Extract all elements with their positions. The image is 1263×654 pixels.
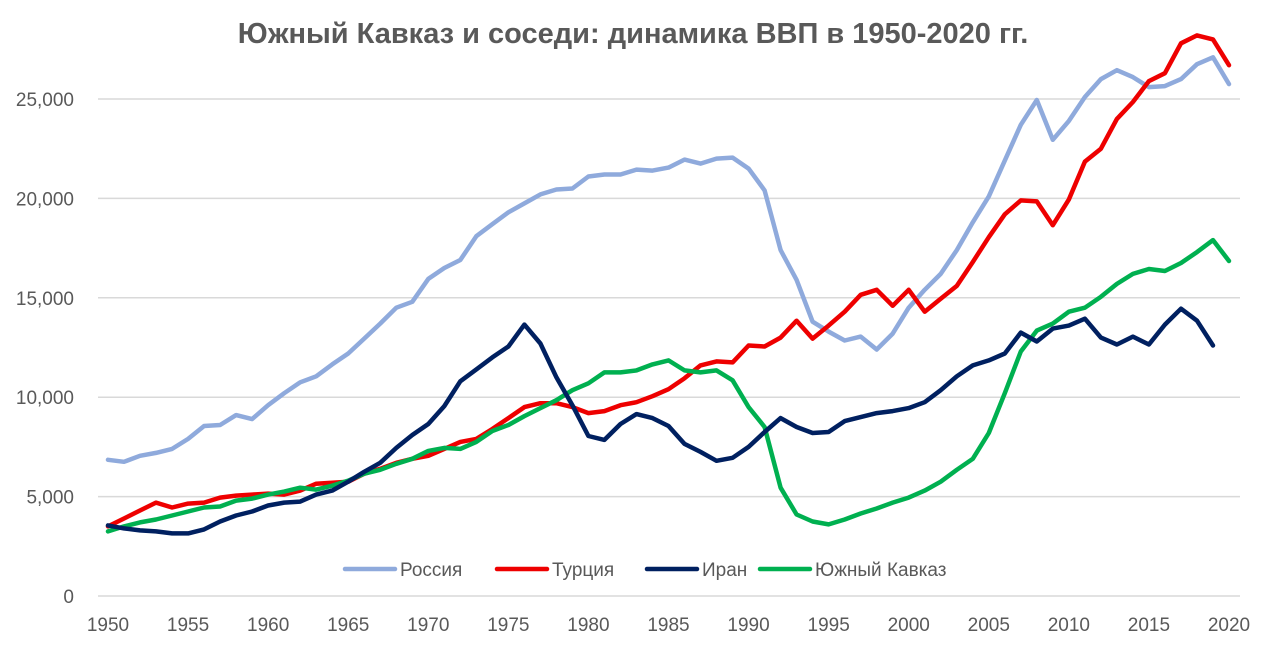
series-line-iran (105, 306, 1216, 536)
y-tick-label: 25,000 (16, 90, 74, 111)
x-tick-label: 1985 (647, 615, 689, 636)
series-line-south-caucasus (105, 237, 1232, 534)
legend-item-south-caucasus: Южный Кавказ (757, 560, 946, 581)
x-tick-label: 1965 (327, 615, 369, 636)
x-tick-label: 1980 (567, 615, 609, 636)
x-axis-ticks: 1950 1955 1960 1965 1970 1975 1980 1985 1990 1995… (87, 615, 1250, 636)
x-tick-label: 2010 (1048, 615, 1090, 636)
x-tick-label: 1960 (247, 615, 289, 636)
chart-title: Южный Кавказ и соседи: динамика ВВП в 19… (238, 18, 1029, 50)
y-axis-ticks: 0 5,000 10,000 15,000 20,000 25,000 (16, 90, 74, 608)
gridlines (98, 98, 1240, 597)
y-tick-label: 0 (63, 587, 74, 608)
x-tick-label: 1950 (87, 615, 129, 636)
y-tick-label: 5,000 (26, 488, 74, 509)
series-line-turkey (105, 33, 1232, 529)
x-tick-label: 1995 (808, 615, 850, 636)
series-lines (105, 33, 1232, 536)
series-line-russia (105, 55, 1232, 465)
legend-item-iran: Иран (644, 560, 747, 581)
x-tick-label: 2005 (968, 615, 1010, 636)
legend-label: Иран (702, 560, 747, 581)
legend: Россия Турция Иран Южный Кавказ (342, 560, 946, 581)
x-tick-label: 1975 (487, 615, 529, 636)
legend-label: Россия (400, 560, 462, 581)
y-tick-label: 10,000 (16, 388, 74, 409)
legend-label: Турция (552, 560, 614, 581)
legend-label: Южный Кавказ (815, 560, 946, 581)
x-tick-label: 1970 (407, 615, 449, 636)
x-tick-label: 2000 (888, 615, 930, 636)
legend-item-turkey: Турция (494, 560, 614, 581)
x-tick-label: 1955 (167, 615, 209, 636)
x-tick-label: 1990 (727, 615, 769, 636)
legend-item-russia: Россия (342, 560, 462, 581)
y-tick-label: 20,000 (16, 189, 74, 210)
x-tick-label: 2020 (1208, 615, 1250, 636)
y-tick-label: 15,000 (16, 289, 74, 310)
x-tick-label: 2015 (1128, 615, 1170, 636)
